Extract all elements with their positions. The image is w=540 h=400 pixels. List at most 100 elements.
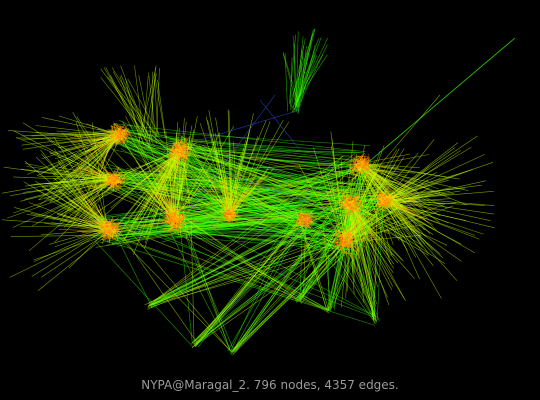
graph-edge <box>102 182 118 186</box>
graph-edge <box>121 129 127 138</box>
graph-edge <box>298 165 343 242</box>
graph-edge <box>113 223 199 345</box>
graph-edge <box>363 167 469 191</box>
graph-edge <box>371 195 385 318</box>
graph-edge <box>382 199 387 208</box>
graph-edge <box>164 207 350 222</box>
graph-edge <box>113 71 155 147</box>
graph-edge <box>169 159 173 224</box>
graph-edge <box>189 94 276 211</box>
graph-edge <box>347 245 377 319</box>
graph-edge <box>176 151 181 192</box>
graph-edge <box>147 207 376 310</box>
graph-edge <box>177 222 330 314</box>
graph-edge <box>150 212 393 305</box>
graph-edge <box>99 218 329 311</box>
graph-edge <box>101 223 117 236</box>
graph-edge <box>173 165 366 211</box>
graph-edge <box>20 178 112 202</box>
graph-edge <box>108 233 330 311</box>
graph-edge <box>364 37 516 166</box>
graph-edge <box>360 165 364 170</box>
graph-edge <box>225 139 248 217</box>
graph-edge <box>356 163 362 166</box>
graph-edge <box>348 200 367 209</box>
graph-edge <box>163 220 176 223</box>
graph-edge <box>127 149 185 219</box>
graph-edge <box>54 184 113 226</box>
graph-edge <box>108 184 123 189</box>
graph-edge <box>230 211 310 355</box>
graph-edge <box>123 138 127 142</box>
graph-edge <box>153 214 313 303</box>
graph-edge <box>354 165 357 167</box>
graph-edge <box>98 218 335 237</box>
graph-edge <box>171 231 177 235</box>
graph-edge <box>110 176 116 180</box>
graph-edge <box>110 150 179 234</box>
graph-edge <box>294 209 301 228</box>
graph-edge <box>320 229 375 321</box>
graph-edge <box>126 140 129 144</box>
graph-edge <box>384 198 442 299</box>
graph-edge <box>296 215 377 325</box>
graph-edge <box>227 121 290 218</box>
graph-edge <box>305 216 308 227</box>
graph-edge <box>114 124 125 133</box>
graph-edge <box>352 204 445 264</box>
graph-edge <box>148 176 357 304</box>
graph-edge <box>109 228 125 233</box>
graph-edge <box>351 206 409 230</box>
graph-edge <box>344 244 352 248</box>
graph-edge <box>107 179 116 184</box>
graph-edge <box>104 219 116 225</box>
graph-edge <box>356 154 363 162</box>
graph-edge <box>117 150 180 226</box>
graph-edge <box>117 130 123 138</box>
graph-edge <box>231 210 239 218</box>
graph-edge <box>26 213 113 230</box>
graph-edge <box>111 67 156 136</box>
graph-edge <box>53 148 105 232</box>
graph-edge <box>149 155 344 305</box>
graph-edge <box>91 122 109 232</box>
graph-edge <box>149 244 335 303</box>
graph-edge <box>21 131 120 141</box>
graph-edge <box>386 177 442 199</box>
graph-edge <box>296 37 322 104</box>
graph-edge <box>120 219 231 352</box>
graph-edge <box>175 143 371 214</box>
graph-edge <box>227 215 230 219</box>
graph-edge <box>341 196 345 207</box>
graph-edge <box>231 215 233 220</box>
graph-edge <box>185 146 189 159</box>
graph-edge <box>385 197 394 200</box>
graph-edge <box>218 133 232 217</box>
graph-edge <box>143 153 186 238</box>
graph-edge <box>186 142 231 214</box>
graph-edge <box>326 239 337 244</box>
graph-edge <box>381 198 393 209</box>
graph-edge <box>150 197 381 305</box>
graph-edge <box>104 225 113 228</box>
graph-edge <box>342 192 364 203</box>
graph-edge <box>378 199 385 206</box>
graph-edge <box>341 231 358 237</box>
graph-edge <box>282 51 301 108</box>
graph-edge <box>360 158 366 169</box>
graph-edge <box>227 220 233 224</box>
graph-edge <box>176 126 234 224</box>
graph-edge <box>296 33 314 106</box>
graph-edge <box>350 169 367 177</box>
graph-edge <box>75 121 109 226</box>
graph-edge <box>93 185 348 218</box>
graph-edge <box>344 233 352 238</box>
graph-edge <box>27 136 122 175</box>
graph-edge <box>342 232 347 246</box>
graph-edge <box>229 174 331 211</box>
graph-edge <box>117 138 121 144</box>
graph-edge <box>303 213 310 220</box>
graph-edge <box>158 169 226 220</box>
graph-edge <box>167 227 172 232</box>
graph-edge <box>106 224 232 353</box>
